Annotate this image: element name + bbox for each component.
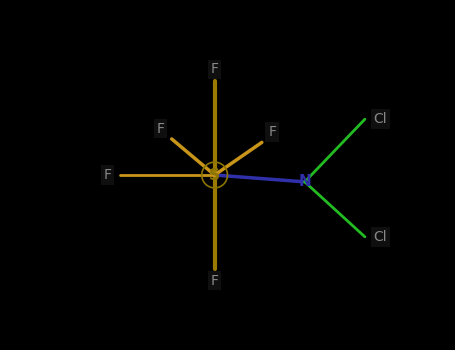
Text: S: S <box>209 168 220 182</box>
Text: F: F <box>268 125 276 139</box>
Text: Cl: Cl <box>374 230 387 244</box>
Text: F: F <box>103 168 111 182</box>
Text: F: F <box>157 122 165 136</box>
Text: F: F <box>211 62 218 76</box>
Text: F: F <box>211 274 218 288</box>
Text: N: N <box>298 174 311 189</box>
Text: Cl: Cl <box>374 112 387 126</box>
